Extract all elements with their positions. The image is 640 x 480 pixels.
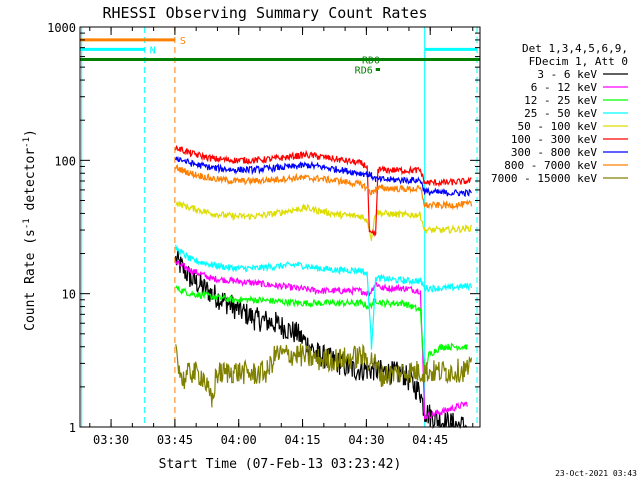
legend-label: 100 - 300 keV bbox=[511, 133, 597, 146]
x-tick-label: 04:30 bbox=[348, 433, 384, 447]
legend-header-line: FDecim 1, Att 0 bbox=[529, 55, 628, 68]
series-line-4 bbox=[175, 200, 473, 242]
legend: Det 1,3,4,5,6,9, FDecim 1, Att 0 3 - 6 k… bbox=[491, 42, 628, 185]
series-line-0 bbox=[175, 250, 468, 430]
axis-ticks: 03:30 03:45 04:00 04:15 04:30 04:45 1 10 100 1000 bbox=[47, 21, 480, 447]
x-tick-label: 04:00 bbox=[221, 433, 257, 447]
y-axis-label-exponent: -1 bbox=[22, 218, 32, 229]
series-line-3 bbox=[175, 244, 473, 350]
plot-axes bbox=[79, 26, 481, 428]
y-tick-label: 1 bbox=[69, 421, 76, 435]
series-lines bbox=[175, 144, 473, 430]
y-tick-label: 10 bbox=[62, 288, 76, 302]
legend-label: 25 - 50 keV bbox=[524, 107, 597, 120]
chart-title: RHESSI Observing Summary Count Rates bbox=[102, 4, 427, 22]
legend-label: 800 - 7000 keV bbox=[504, 159, 597, 172]
state-bar-label: RD0 bbox=[362, 56, 380, 67]
series-line-8 bbox=[175, 343, 473, 408]
y-axis-label: Count Rate (s-1 detector-1) bbox=[22, 129, 38, 331]
series-line-1 bbox=[175, 260, 468, 420]
y-axis-label-part: ) bbox=[23, 129, 38, 137]
legend-label: 3 - 6 keV bbox=[537, 68, 597, 81]
legend-label: 6 - 12 keV bbox=[531, 81, 598, 94]
legend-label: 50 - 100 keV bbox=[518, 120, 598, 133]
series-line-2 bbox=[175, 285, 468, 374]
y-tick-label: 100 bbox=[54, 154, 76, 168]
legend-label: 300 - 800 keV bbox=[511, 146, 597, 159]
series-line-6 bbox=[175, 155, 472, 198]
y-tick-label: 1000 bbox=[47, 21, 76, 35]
x-axis-label: Start Time (07-Feb-13 03:23:42) bbox=[159, 457, 402, 472]
state-bar-label: RD6 bbox=[355, 66, 373, 77]
series-line-7 bbox=[175, 163, 473, 211]
state-bar-label: N bbox=[150, 45, 156, 56]
legend-label: 12 - 25 keV bbox=[524, 94, 597, 107]
plot-frame bbox=[79, 26, 481, 428]
y-axis-label-part: detector bbox=[23, 148, 38, 219]
y-axis-label-part: Count Rate (s bbox=[23, 229, 38, 331]
y-axis-label-exponent: -1 bbox=[22, 137, 32, 148]
x-tick-label: 03:30 bbox=[93, 433, 129, 447]
x-tick-label: 04:45 bbox=[412, 433, 448, 447]
footer-date: 23-Oct-2021 03:43 bbox=[555, 469, 637, 478]
vertical-marker-lines bbox=[81, 27, 478, 427]
state-bar-label: S bbox=[180, 36, 186, 47]
x-tick-label: 03:45 bbox=[157, 433, 193, 447]
legend-header-line: Det 1,3,4,5,6,9, bbox=[522, 42, 628, 55]
legend-label: 7000 - 15000 keV bbox=[491, 172, 597, 185]
x-tick-label: 04:15 bbox=[284, 433, 320, 447]
series-line-5 bbox=[175, 144, 472, 237]
